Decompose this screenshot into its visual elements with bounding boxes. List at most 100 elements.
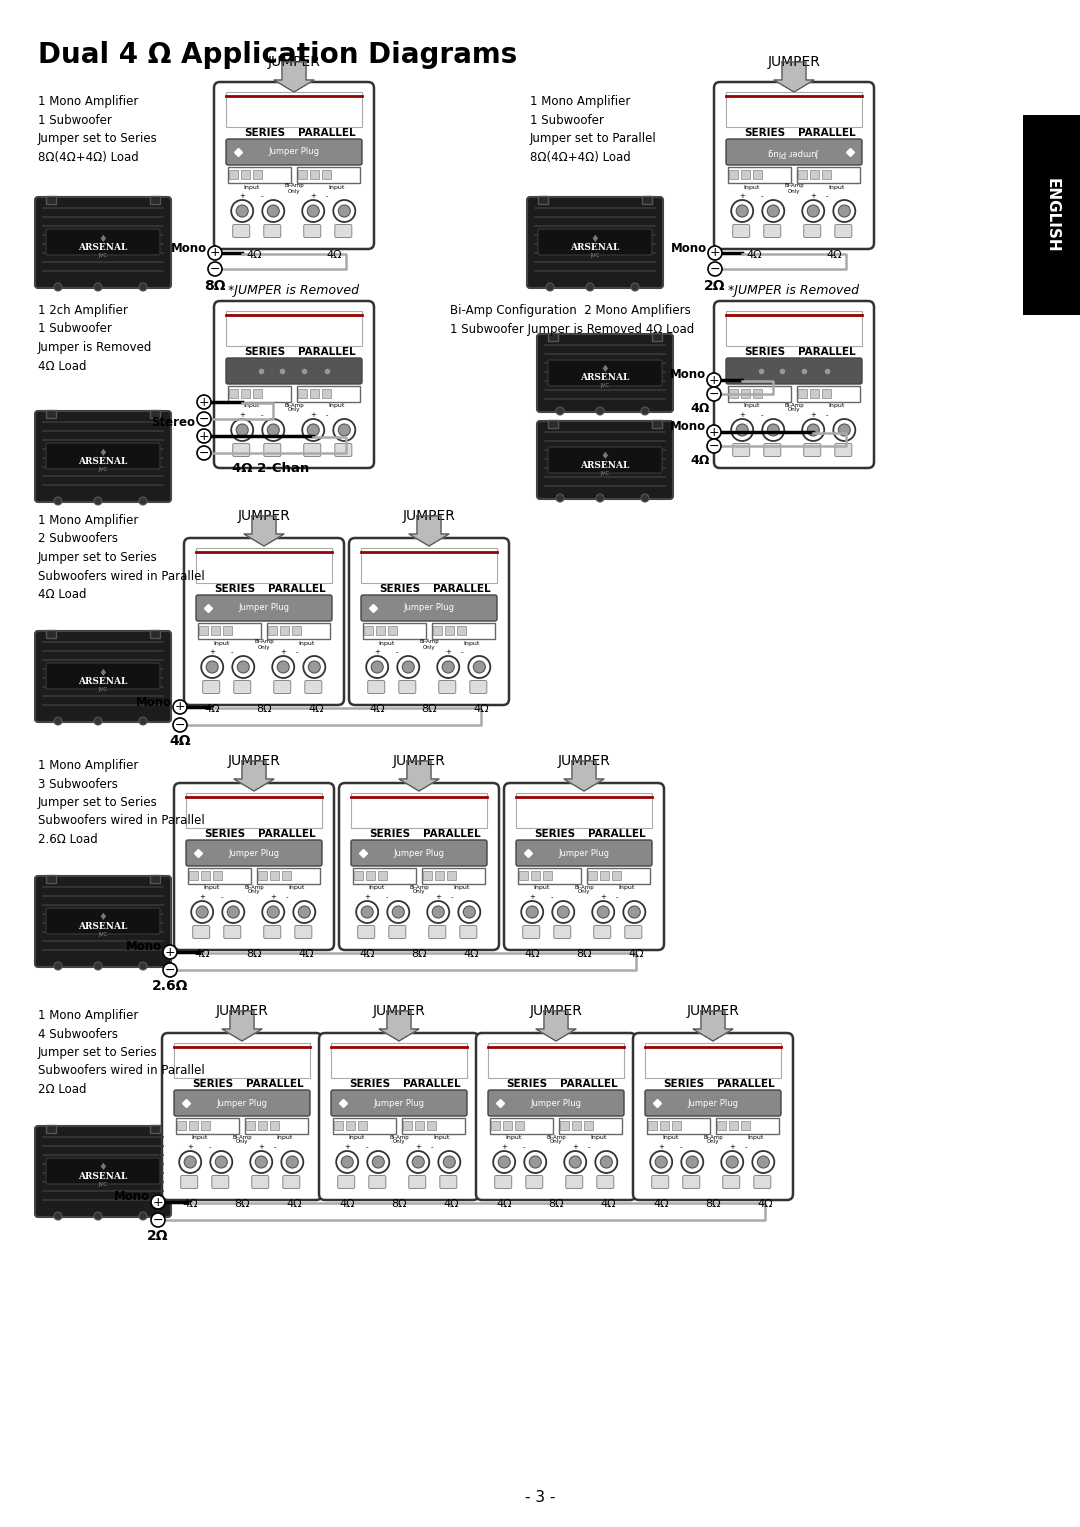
FancyBboxPatch shape bbox=[764, 224, 781, 238]
Bar bbox=[245, 1118, 308, 1135]
Polygon shape bbox=[774, 63, 814, 92]
Text: −: − bbox=[708, 388, 719, 400]
Text: 4Ω: 4Ω bbox=[170, 734, 191, 748]
Circle shape bbox=[298, 906, 310, 918]
Bar bbox=[298, 169, 307, 179]
Bar bbox=[518, 867, 581, 884]
Text: PARALLEL: PARALLEL bbox=[246, 1080, 303, 1089]
FancyBboxPatch shape bbox=[723, 1176, 740, 1188]
Text: 4Ω: 4Ω bbox=[369, 704, 384, 715]
Circle shape bbox=[586, 282, 594, 292]
Text: −: − bbox=[152, 1214, 163, 1226]
Circle shape bbox=[834, 200, 855, 221]
Circle shape bbox=[139, 282, 147, 292]
Circle shape bbox=[494, 1151, 515, 1173]
Bar bbox=[515, 1121, 524, 1130]
Text: JUMPER: JUMPER bbox=[768, 55, 821, 69]
Circle shape bbox=[807, 205, 820, 217]
Text: Jumper Plug: Jumper Plug bbox=[269, 148, 320, 156]
Bar bbox=[361, 548, 497, 583]
Circle shape bbox=[767, 425, 780, 437]
Circle shape bbox=[438, 1151, 460, 1173]
Circle shape bbox=[597, 906, 609, 918]
Text: 8Ω: 8Ω bbox=[391, 1199, 407, 1209]
Text: Mono: Mono bbox=[113, 1191, 150, 1203]
Text: 4Ω: 4Ω bbox=[473, 704, 488, 715]
Text: Input: Input bbox=[504, 1136, 522, 1141]
Circle shape bbox=[642, 495, 649, 502]
Circle shape bbox=[139, 718, 147, 725]
Text: Jumper Plug: Jumper Plug bbox=[229, 849, 280, 858]
Text: PARALLEL: PARALLEL bbox=[433, 583, 490, 594]
Circle shape bbox=[208, 263, 222, 276]
Text: -: - bbox=[325, 192, 328, 199]
Text: SERIES: SERIES bbox=[204, 829, 245, 838]
Text: SERIES: SERIES bbox=[744, 347, 785, 357]
Bar bbox=[378, 870, 387, 880]
Polygon shape bbox=[379, 1011, 419, 1041]
Bar bbox=[561, 1121, 569, 1130]
FancyBboxPatch shape bbox=[319, 1032, 480, 1200]
Bar bbox=[1023, 115, 1080, 315]
Circle shape bbox=[469, 657, 490, 678]
Circle shape bbox=[308, 661, 321, 673]
Text: +: + bbox=[435, 893, 441, 899]
Bar bbox=[322, 169, 330, 179]
FancyBboxPatch shape bbox=[305, 681, 322, 693]
Text: ♦: ♦ bbox=[98, 913, 107, 922]
Text: Jumper Plug: Jumper Plug bbox=[239, 603, 289, 612]
Bar bbox=[538, 195, 548, 205]
Bar bbox=[195, 548, 332, 583]
Circle shape bbox=[802, 418, 824, 441]
Text: Only: Only bbox=[550, 1139, 563, 1145]
Bar bbox=[298, 389, 307, 399]
Text: SERIES: SERIES bbox=[505, 1080, 546, 1089]
Bar bbox=[246, 1121, 255, 1130]
Circle shape bbox=[556, 408, 564, 415]
Text: 4Ω: 4Ω bbox=[497, 1199, 512, 1209]
Text: 4Ω: 4Ω bbox=[183, 1199, 198, 1209]
Circle shape bbox=[197, 446, 211, 460]
Text: 4Ω: 4Ω bbox=[443, 1199, 459, 1209]
Text: Bi-Amp: Bi-Amp bbox=[703, 1135, 723, 1139]
Circle shape bbox=[642, 408, 649, 415]
Bar bbox=[211, 626, 220, 635]
Bar bbox=[810, 389, 819, 399]
Circle shape bbox=[367, 1151, 389, 1173]
Polygon shape bbox=[536, 1011, 576, 1041]
Text: Jumper Plug: Jumper Plug bbox=[374, 1098, 424, 1107]
FancyBboxPatch shape bbox=[566, 1176, 583, 1188]
Bar bbox=[672, 1121, 681, 1130]
FancyBboxPatch shape bbox=[645, 1090, 781, 1116]
Text: SERIES: SERIES bbox=[244, 128, 285, 137]
FancyBboxPatch shape bbox=[389, 925, 406, 939]
Bar bbox=[354, 870, 363, 880]
Text: +: + bbox=[708, 374, 719, 386]
Circle shape bbox=[227, 906, 240, 918]
Text: *JUMPER is Removed: *JUMPER is Removed bbox=[229, 284, 360, 296]
Text: +: + bbox=[710, 246, 720, 260]
Text: Input: Input bbox=[747, 1136, 765, 1141]
Text: -: - bbox=[616, 893, 618, 899]
FancyBboxPatch shape bbox=[714, 301, 874, 467]
Text: Jumper Plug: Jumper Plug bbox=[688, 1098, 739, 1107]
Circle shape bbox=[361, 906, 374, 918]
Text: +: + bbox=[210, 246, 220, 260]
Bar bbox=[642, 195, 652, 205]
FancyBboxPatch shape bbox=[174, 783, 334, 950]
Text: JUMPER: JUMPER bbox=[687, 1003, 740, 1019]
Text: +: + bbox=[364, 893, 370, 899]
Circle shape bbox=[366, 657, 388, 678]
Text: Input: Input bbox=[213, 640, 229, 646]
FancyBboxPatch shape bbox=[264, 443, 281, 457]
FancyBboxPatch shape bbox=[804, 443, 821, 457]
Bar bbox=[645, 1043, 781, 1078]
Text: +: + bbox=[445, 649, 451, 655]
FancyBboxPatch shape bbox=[526, 1176, 543, 1188]
Bar bbox=[150, 411, 160, 418]
Text: -: - bbox=[430, 1144, 433, 1150]
Text: -: - bbox=[760, 412, 762, 418]
Text: Bi-Amp: Bi-Amp bbox=[389, 1135, 409, 1139]
Bar bbox=[490, 1118, 553, 1135]
Text: JUMPER: JUMPER bbox=[529, 1003, 582, 1019]
